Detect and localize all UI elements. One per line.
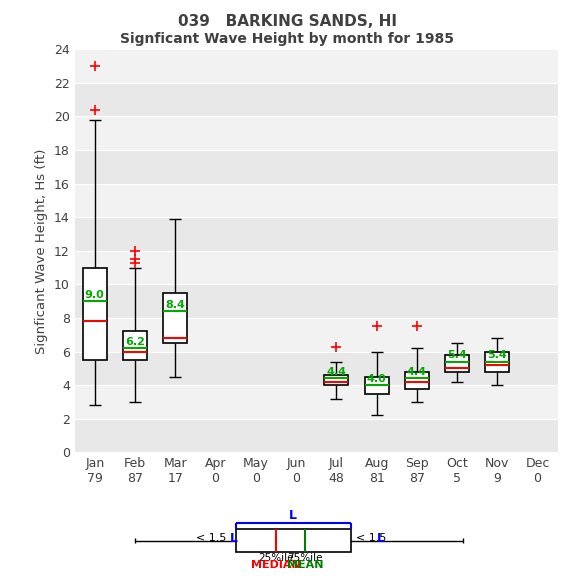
Bar xyxy=(163,293,187,343)
Text: 75%ile: 75%ile xyxy=(287,553,323,563)
Text: MEAN: MEAN xyxy=(286,560,323,570)
Text: L: L xyxy=(377,532,385,545)
Bar xyxy=(75,419,558,452)
Text: 5.4: 5.4 xyxy=(447,350,467,360)
Bar xyxy=(83,267,107,360)
Bar xyxy=(365,377,389,394)
Bar xyxy=(324,375,348,385)
Text: 9.0: 9.0 xyxy=(85,289,105,299)
Text: 8.4: 8.4 xyxy=(166,300,185,310)
Text: L: L xyxy=(230,532,238,545)
Text: L: L xyxy=(289,509,297,521)
Bar xyxy=(75,117,558,150)
Bar xyxy=(485,351,509,372)
Bar xyxy=(75,83,558,117)
Bar xyxy=(236,529,351,552)
Bar xyxy=(75,318,558,351)
Text: 5.4: 5.4 xyxy=(488,350,507,360)
Text: 4.0: 4.0 xyxy=(367,374,386,383)
Text: < 1.5: < 1.5 xyxy=(196,533,230,543)
Y-axis label: Signficant Wave Height, Hs (ft): Signficant Wave Height, Hs (ft) xyxy=(36,148,48,354)
Bar xyxy=(75,385,558,419)
Bar xyxy=(75,49,558,83)
Bar xyxy=(75,351,558,385)
Text: 25%ile: 25%ile xyxy=(258,553,294,563)
Text: 6.2: 6.2 xyxy=(125,336,145,347)
Text: 4.4: 4.4 xyxy=(327,367,346,377)
Bar xyxy=(75,251,558,284)
Text: 4.4: 4.4 xyxy=(407,367,427,377)
Text: 039   BARKING SANDS, HI: 039 BARKING SANDS, HI xyxy=(178,14,397,30)
Text: < 1.5: < 1.5 xyxy=(356,533,390,543)
Bar xyxy=(75,284,558,318)
Bar xyxy=(75,218,558,251)
Bar xyxy=(123,332,147,360)
Text: MEDIAN: MEDIAN xyxy=(251,560,301,570)
Bar xyxy=(405,372,429,389)
Bar xyxy=(75,150,558,184)
Text: Signficant Wave Height by month for 1985: Signficant Wave Height by month for 1985 xyxy=(121,32,454,46)
Bar xyxy=(75,184,558,218)
Bar xyxy=(445,355,469,372)
